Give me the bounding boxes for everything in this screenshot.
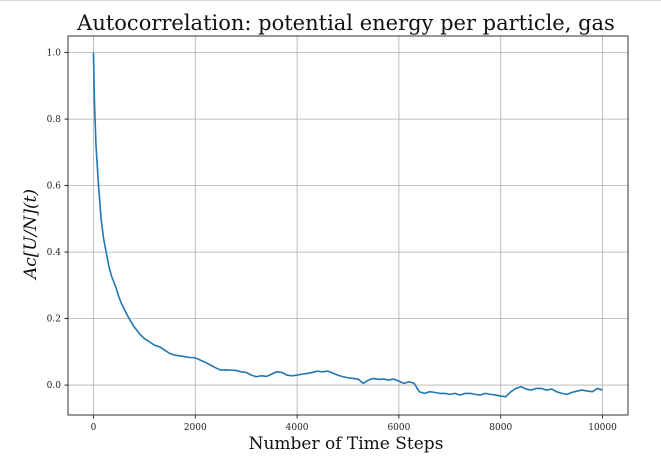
top-divider xyxy=(0,0,661,1)
plot-frame xyxy=(67,35,629,416)
x-tick-label: 2000 xyxy=(184,423,207,433)
x-tick-label: 0 xyxy=(91,423,97,433)
grid-lines xyxy=(68,36,628,415)
autocorrelation-line xyxy=(92,52,603,398)
y-tick-label: 0.4 xyxy=(47,248,62,258)
y-tick-label: 0.0 xyxy=(47,381,62,391)
x-tick-label: 10000 xyxy=(588,423,617,433)
y-tick-label: 1.0 xyxy=(47,49,62,59)
y-tick-label: 0.2 xyxy=(47,315,61,325)
x-tick-label: 6000 xyxy=(387,423,410,433)
y-axis-label: Ac[U/N](t) xyxy=(21,189,41,281)
x-tick-label: 4000 xyxy=(286,423,309,433)
tick-labels: 0 2000 4000 6000 8000 10000 0.0 0.2 0.4 0.6 0.8 1.0 xyxy=(47,49,617,433)
y-tick-label: 0.6 xyxy=(47,182,62,192)
axes xyxy=(64,35,629,419)
chart-title: Autocorrelation: potential energy per pa… xyxy=(76,11,615,35)
y-tick-label: 0.8 xyxy=(47,115,62,125)
x-axis-label: Number of Time Steps xyxy=(249,434,444,454)
x-tick-label: 8000 xyxy=(489,423,512,433)
series-group xyxy=(92,52,603,398)
